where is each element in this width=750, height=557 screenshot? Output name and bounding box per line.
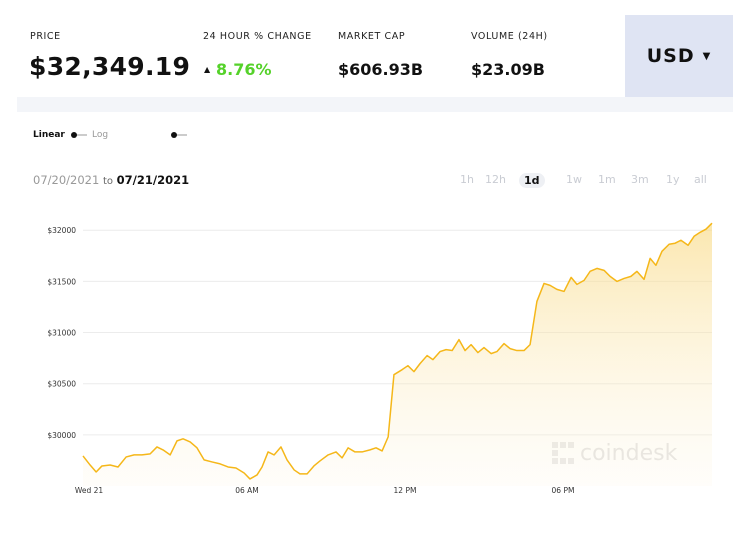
line xyxy=(82,222,713,480)
range-button[interactable]: 1d xyxy=(519,173,545,188)
range-button[interactable]: 3m xyxy=(631,173,649,186)
x-tick-label: 06 AM xyxy=(235,486,259,495)
x-tick-label: Wed 21 xyxy=(75,486,104,495)
volume: $23.09B xyxy=(471,60,545,79)
range-button[interactable]: 1y xyxy=(666,173,680,186)
date-sep: to xyxy=(102,176,113,187)
range-button[interactable]: all xyxy=(694,173,707,186)
date-to[interactable]: 07/21/2021 xyxy=(116,173,190,187)
x-tick-label: 12 PM xyxy=(394,486,417,495)
toggle[interactable] xyxy=(170,131,190,139)
price: $32,349.19 xyxy=(29,52,191,81)
x-tick-label: 06 PM xyxy=(552,486,575,495)
market-cap-label: MARKET CAP xyxy=(338,31,406,42)
change: 8.76% xyxy=(216,60,272,79)
currency-select[interactable]: USD ▼ xyxy=(625,15,733,97)
range-button[interactable]: 1h xyxy=(460,173,474,186)
volume-label: VOLUME (24H) xyxy=(471,31,548,42)
divider xyxy=(17,97,733,112)
up-arrow: ▲ xyxy=(204,65,211,74)
date-range: 07/20/2021 to 07/21/2021 xyxy=(33,173,189,187)
price-label: PRICE xyxy=(30,31,61,42)
change-label: 24 HOUR % CHANGE xyxy=(203,31,312,42)
linear-option[interactable]: Linear xyxy=(33,130,65,140)
toggle[interactable] xyxy=(70,131,90,139)
caret: ▼ xyxy=(702,50,712,62)
date-from[interactable]: 07/20/2021 xyxy=(33,173,100,187)
y-tick-label: $30500 xyxy=(47,380,76,389)
range-button[interactable]: 1m xyxy=(598,173,616,186)
y-tick-label: $30000 xyxy=(47,431,76,440)
market-cap: $606.93B xyxy=(338,60,424,79)
area xyxy=(83,223,712,487)
log-option[interactable]: Log xyxy=(92,130,109,140)
y-tick-label: $31000 xyxy=(47,329,76,338)
range-button[interactable]: 12h xyxy=(485,173,506,186)
y-tick-label: $31500 xyxy=(47,277,76,286)
y-tick-label: $32000 xyxy=(47,226,76,235)
range-button[interactable]: 1w xyxy=(566,173,582,186)
currency: USD xyxy=(646,45,695,67)
